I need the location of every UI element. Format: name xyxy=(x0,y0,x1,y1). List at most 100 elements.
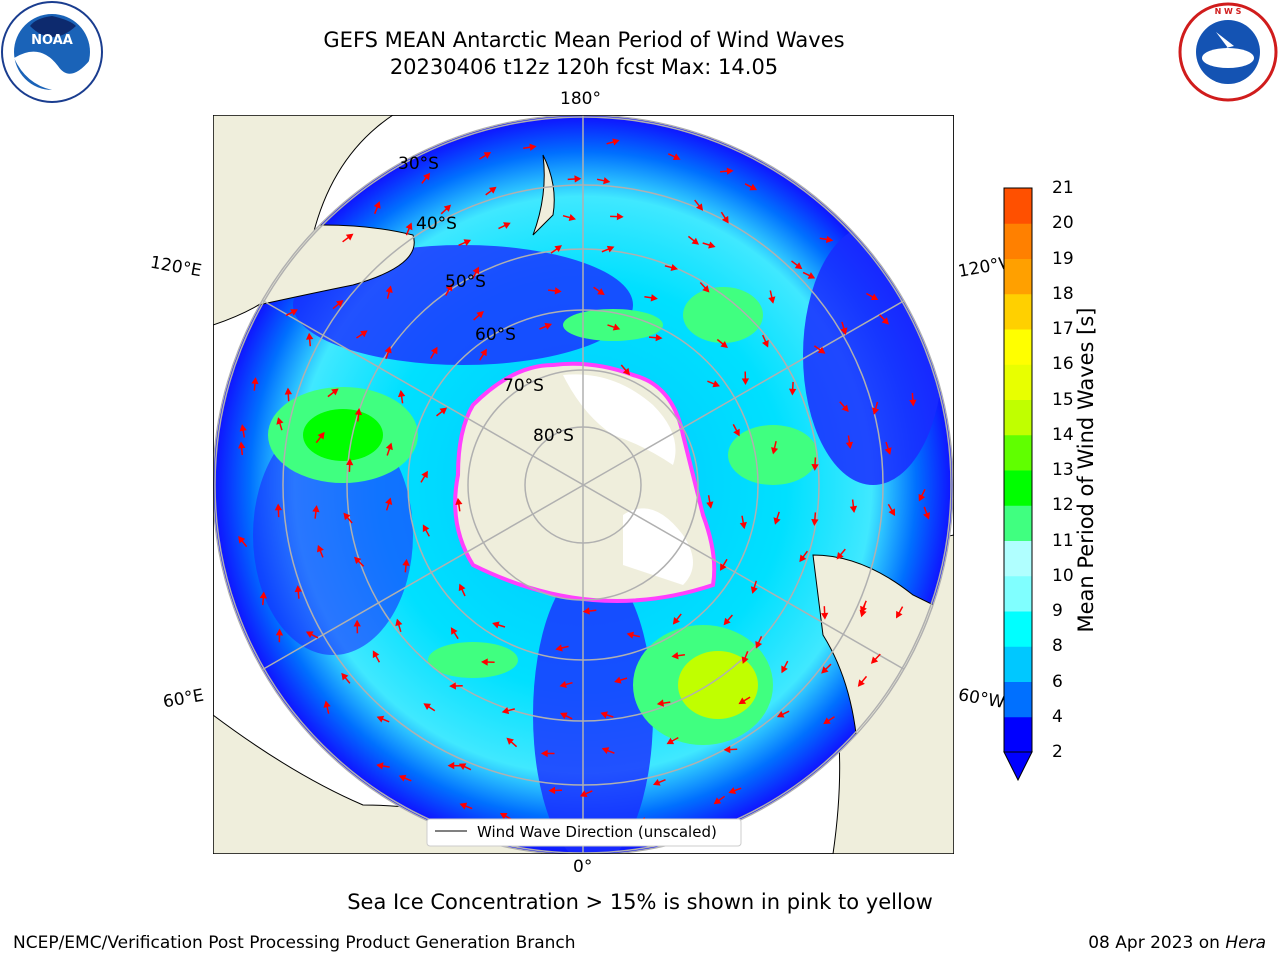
wave-direction-arrowhead xyxy=(817,346,826,354)
wave-direction-arrowhead xyxy=(750,586,758,594)
wave-direction-arrowhead xyxy=(773,517,781,525)
wave-direction-arrowhead xyxy=(385,442,393,451)
wave-direction-arrowhead xyxy=(749,183,758,191)
lon-label-180: 180° xyxy=(560,89,601,109)
wave-direction-arrowhead xyxy=(870,293,879,301)
wave-direction-arrowhead xyxy=(612,138,620,146)
wave-direction-arrowhead xyxy=(794,262,803,270)
lat-label-70S: 70°S xyxy=(503,376,544,396)
colorbar-segment xyxy=(1004,681,1032,718)
wave-direction-arrowhead xyxy=(373,201,381,209)
wave-direction-arrowhead xyxy=(881,317,889,325)
wave-direction-arrowhead xyxy=(422,524,430,533)
wave-direction-arrowhead xyxy=(376,762,384,770)
wave-direction-arrowhead xyxy=(305,332,314,340)
wave-direction-arrowhead xyxy=(655,334,663,342)
map-legend: Wind Wave Direction (unscaled) xyxy=(426,818,742,847)
wave-direction-arrowhead xyxy=(499,812,508,820)
colorbar-segment xyxy=(1004,364,1032,400)
wave-direction-arrowhead xyxy=(554,245,562,253)
colorbar-segment xyxy=(1004,329,1032,365)
wave-direction-arrowhead xyxy=(807,272,816,279)
wave-direction-arrowhead xyxy=(622,367,631,376)
lat-label-30S: 30°S xyxy=(398,154,439,174)
chart-title: GEFS MEAN Antarctic Mean Period of Wind … xyxy=(323,28,845,52)
sea-ice-note: Sea Ice Concentration > 15% is shown in … xyxy=(347,890,933,914)
wave-direction-arrowhead xyxy=(284,387,293,395)
wave-direction-arrowhead xyxy=(840,327,848,335)
wave-direction-arrowhead xyxy=(656,699,665,707)
wave-direction-arrowhead xyxy=(841,404,849,412)
wave-direction-arrowhead xyxy=(616,212,624,221)
wave-direction-arrowhead xyxy=(483,152,492,159)
wave-direction-arrowhead xyxy=(238,535,246,544)
wave-direction-arrowhead xyxy=(870,656,879,664)
wave-direction-arrowhead xyxy=(896,610,903,619)
wave-direction-arrowhead xyxy=(606,245,615,253)
wave-direction-arrowhead xyxy=(574,175,582,183)
lon-label-60W: 60°W xyxy=(956,685,1007,713)
wave-direction-arrowhead xyxy=(463,239,472,246)
wave-direction-arrowhead xyxy=(397,389,406,398)
wave-direction-arrowhead xyxy=(239,424,247,432)
wave-direction-arrowhead xyxy=(823,717,831,725)
wave-direction-arrowhead xyxy=(488,186,497,194)
wave-direction-arrowhead xyxy=(560,712,568,720)
wave-direction-arrowhead xyxy=(738,697,747,705)
wave-direction-arrowhead xyxy=(251,377,259,385)
wave-direction-arrowhead xyxy=(506,737,514,745)
wave-direction-arrowhead xyxy=(501,707,510,715)
wave-direction-arrowhead xyxy=(776,710,785,718)
wave-direction-arrowhead xyxy=(702,285,710,293)
wave-direction-arrowhead xyxy=(346,458,354,466)
wave-direction-arrowhead xyxy=(317,544,324,553)
wave-direction-arrowhead xyxy=(450,627,458,635)
wave-direction-arrowhead xyxy=(430,346,438,355)
wave-direction-arrowhead xyxy=(312,505,320,513)
colorbar-segment xyxy=(1004,575,1032,612)
lon-label-120E: 120°E xyxy=(148,252,204,282)
wave-direction-arrowhead xyxy=(294,585,302,593)
wave-direction-arrowhead xyxy=(733,428,740,437)
wave-direction-arrowhead xyxy=(811,463,819,471)
wave-direction-arrowhead xyxy=(582,607,590,615)
wave-direction-arrowhead xyxy=(691,237,700,245)
wave-direction-arrowhead xyxy=(836,551,844,560)
colorbar-segment xyxy=(1004,646,1032,682)
wave-direction-arrowhead xyxy=(771,447,779,455)
wave-direction-arrowhead xyxy=(741,378,750,386)
wave-direction-arrowhead xyxy=(341,672,349,681)
colorbar-segment xyxy=(1004,399,1032,436)
wave-direction-arrowhead xyxy=(672,617,680,625)
wave-direction-arrowhead xyxy=(909,399,917,407)
wave-direction-arrowhead xyxy=(728,787,737,795)
wave-direction-arrowhead xyxy=(458,583,466,592)
colorbar-segment xyxy=(1004,540,1032,577)
polar-stereographic-map: 30°S 40°S 50°S 60°S 70°S 80°S Wind Wave … xyxy=(213,115,954,854)
colorbar-tick-label: 17 xyxy=(1052,319,1074,339)
wave-direction-arrowhead xyxy=(612,323,621,331)
colorbar-label: Mean Period of Wind Waves [s] xyxy=(1074,307,1098,633)
wave-direction-arrowhead xyxy=(459,802,468,810)
wave-direction-arrowhead xyxy=(719,563,727,571)
wave-direction-arrowhead xyxy=(888,508,896,517)
lat-label-60S: 60°S xyxy=(475,325,516,345)
wave-direction-arrowhead xyxy=(723,745,731,754)
wave-direction-arrowhead xyxy=(290,309,298,316)
wave-direction-arrowhead xyxy=(614,676,622,684)
wave-direction-arrowhead xyxy=(305,631,314,638)
wave-direction-arrowhead xyxy=(600,711,608,719)
wave-direction-arrowhead xyxy=(423,703,432,710)
credit-text: NCEP/EMC/Verification Post Processing Pr… xyxy=(13,933,576,953)
wave-direction-arrowhead xyxy=(650,294,658,302)
colorbar-tick-label: 10 xyxy=(1052,565,1074,586)
colorbar-segment xyxy=(1004,188,1032,224)
wave-direction-arrowhead xyxy=(455,497,463,506)
wave-direction-arrowhead xyxy=(458,763,467,770)
wave-direction-arrowhead xyxy=(768,296,776,304)
wave-direction-arrowhead xyxy=(918,493,926,502)
colorbar-tick-label: 2 xyxy=(1052,742,1063,762)
lon-label-0: 0° xyxy=(573,857,593,877)
wave-direction-arrowhead xyxy=(666,737,675,745)
colorbar-extend-arrow xyxy=(1003,751,1033,782)
